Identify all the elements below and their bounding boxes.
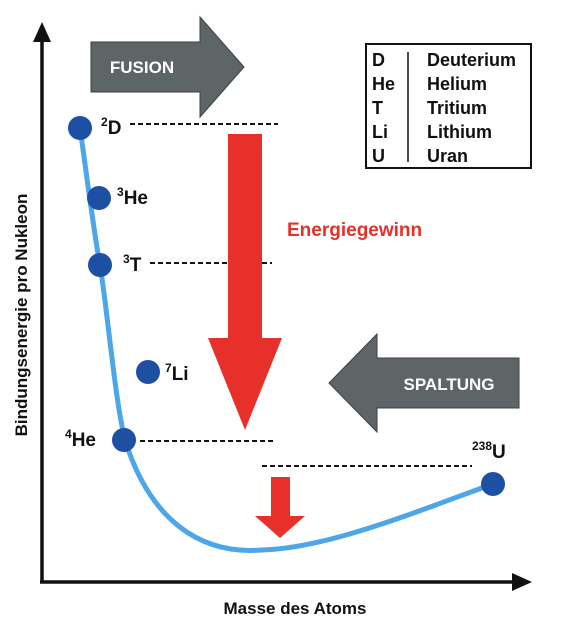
x-axis-arrowhead xyxy=(512,573,532,591)
legend-name-2: Helium xyxy=(427,74,487,94)
point-tritium xyxy=(88,253,112,277)
fusion-arrow: FUSION xyxy=(90,15,245,119)
label-uranium238: 238U xyxy=(472,439,506,463)
binding-energy-curve xyxy=(77,125,496,553)
spaltung-arrow: SPALTUNG xyxy=(328,332,520,434)
label-helium4: 4He xyxy=(65,427,96,451)
y-axis-arrowhead xyxy=(33,22,51,42)
point-deuterium xyxy=(68,116,92,140)
point-helium4 xyxy=(112,428,136,452)
legend: D Deuterium He Helium T Tritium Li Lithi… xyxy=(365,43,532,169)
legend-abbr-5: U xyxy=(372,146,385,166)
legend-abbr-1: D xyxy=(372,50,385,70)
legend-abbr-2: He xyxy=(372,74,395,94)
label-helium3: 3He xyxy=(117,185,148,209)
legend-abbr-3: T xyxy=(372,98,383,118)
label-lithium7: 7Li xyxy=(165,361,189,385)
legend-name-5: Uran xyxy=(427,146,468,166)
point-uranium238 xyxy=(481,472,505,496)
spaltung-label: SPALTUNG xyxy=(404,375,495,394)
legend-name-3: Tritium xyxy=(427,98,487,118)
point-helium3 xyxy=(87,186,111,210)
legend-name-4: Lithium xyxy=(427,122,492,142)
y-axis-title: Bindungsenergie pro Nukleon xyxy=(12,194,31,437)
legend-box xyxy=(365,43,532,169)
fusion-label: FUSION xyxy=(110,58,174,77)
small-energy-arrow xyxy=(255,477,305,538)
x-axis-title: Masse des Atoms xyxy=(224,599,367,618)
label-deuterium: 2D xyxy=(101,115,121,139)
energy-gain-arrow xyxy=(208,134,282,430)
legend-abbr-4: Li xyxy=(372,122,388,142)
legend-name-1: Deuterium xyxy=(427,50,516,70)
energy-gain-label: Energiegewinn xyxy=(287,220,422,241)
label-tritium: 3T xyxy=(123,252,142,276)
point-lithium7 xyxy=(136,360,160,384)
